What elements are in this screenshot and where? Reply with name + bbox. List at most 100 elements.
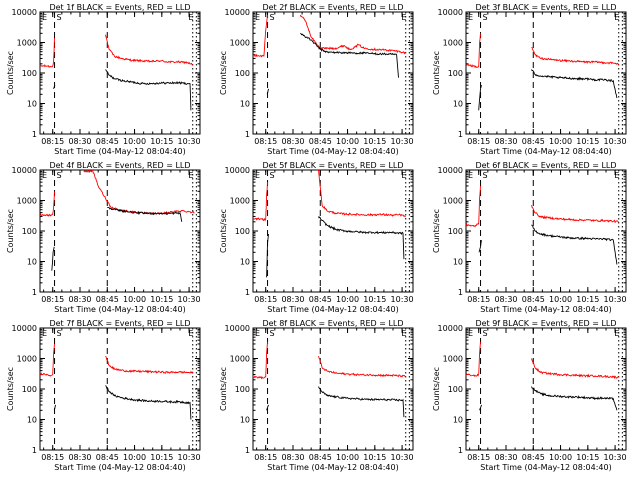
y-tick-label: 10000 xyxy=(12,324,37,333)
x-tick-label: 10:15 xyxy=(150,137,173,146)
y-tick-label: 100 xyxy=(448,69,463,78)
plot-frame xyxy=(39,327,201,451)
y-tick-label: 1000 xyxy=(17,355,37,364)
x-axis-label: Start Time (04-May-12 08:04:40) xyxy=(480,305,611,314)
y-axis-label: Counts/sec xyxy=(6,51,15,95)
x-tick-label: 10:15 xyxy=(150,295,173,304)
events-series-line xyxy=(478,240,482,253)
x-tick-label: 08:45 xyxy=(522,137,545,146)
x-tick-label: 10:15 xyxy=(576,295,599,304)
x-axis-label: Start Time (04-May-12 08:04:40) xyxy=(480,147,611,156)
panel-det-3: 1 10 100 1000 10000 08:15 08:30 08:45 10:00 10:15… xyxy=(432,3,627,156)
panel-det-2: 1 10 100 1000 10000 08:15 08:30 08:45 10:00 10:15… xyxy=(219,3,414,156)
x-tick-label: 08:45 xyxy=(522,295,545,304)
end-marker-label: E xyxy=(188,13,193,22)
y-tick-label: 10 xyxy=(453,100,463,109)
end-marker-label: E xyxy=(255,13,260,22)
start-marker-label: S xyxy=(483,13,488,22)
x-tick-label: 10:00 xyxy=(123,295,146,304)
x-tick-label: 08:30 xyxy=(494,295,517,304)
x-tick-label: 08:15 xyxy=(467,137,490,146)
y-tick-label: 10000 xyxy=(12,166,37,175)
x-tick-label: 10:00 xyxy=(123,137,146,146)
start-marker-label: S xyxy=(483,329,488,338)
x-axis-label: Start Time (04-May-12 08:04:40) xyxy=(480,463,611,472)
x-tick-label: 10:00 xyxy=(549,453,572,462)
y-tick-label: 1000 xyxy=(443,39,463,48)
y-tick-label: 10 xyxy=(240,258,250,267)
lld-series-line xyxy=(252,341,268,380)
y-axis-label: Counts/sec xyxy=(6,367,15,411)
end-marker-label: E xyxy=(401,171,406,180)
lld-series-line xyxy=(39,37,55,68)
plot-frame xyxy=(465,327,627,451)
x-tick-label: 08:30 xyxy=(281,137,304,146)
panel-title: Det 9f BLACK = Events, RED = LLD xyxy=(475,319,616,328)
lld-series-line xyxy=(252,182,268,222)
y-tick-label: 1 xyxy=(245,130,250,139)
y-tick-label: 100 xyxy=(448,385,463,394)
x-tick-label: 08:30 xyxy=(68,137,91,146)
plot-frame xyxy=(252,327,414,451)
x-tick-label: 08:45 xyxy=(96,295,119,304)
x-tick-label: 08:45 xyxy=(522,453,545,462)
start-marker-label: S xyxy=(483,171,488,180)
x-tick-label: 10:00 xyxy=(123,453,146,462)
y-tick-label: 10000 xyxy=(438,324,463,333)
x-tick-label: 10:30 xyxy=(178,453,201,462)
x-tick-label: 08:30 xyxy=(494,453,517,462)
y-tick-label: 10000 xyxy=(225,8,250,17)
start-marker-label: S xyxy=(57,329,62,338)
y-axis-label: Counts/sec xyxy=(6,209,15,253)
x-tick-label: 10:15 xyxy=(576,453,599,462)
events-series-line xyxy=(479,404,482,411)
events-series-line xyxy=(531,224,618,265)
x-tick-label: 10:30 xyxy=(178,295,201,304)
start-marker-label: S xyxy=(270,13,275,22)
end-marker-label: E xyxy=(255,171,260,180)
panel-det-6: 1 10 100 1000 10000 08:15 08:30 08:45 10:00 10:15… xyxy=(432,161,627,314)
y-tick-label: 10 xyxy=(453,258,463,267)
x-tick-label: 10:00 xyxy=(336,295,359,304)
x-tick-label: 08:15 xyxy=(254,137,277,146)
y-tick-label: 100 xyxy=(235,69,250,78)
y-tick-label: 10000 xyxy=(438,8,463,17)
x-tick-label: 08:30 xyxy=(68,295,91,304)
x-tick-label: 08:30 xyxy=(281,453,304,462)
y-tick-label: 1000 xyxy=(230,39,250,48)
panel-det-5: 1 10 100 1000 10000 08:15 08:30 08:45 10:00 10:15… xyxy=(219,161,414,314)
x-tick-label: 10:30 xyxy=(391,453,414,462)
y-tick-label: 1 xyxy=(458,130,463,139)
x-tick-label: 08:15 xyxy=(467,453,490,462)
x-tick-label: 10:00 xyxy=(549,137,572,146)
x-tick-label: 08:15 xyxy=(254,453,277,462)
y-tick-label: 10000 xyxy=(438,166,463,175)
y-tick-label: 1000 xyxy=(443,197,463,206)
x-tick-label: 08:15 xyxy=(254,295,277,304)
panel-title: Det 5f BLACK = Events, RED = LLD xyxy=(262,161,403,170)
x-tick-label: 08:30 xyxy=(494,137,517,146)
lld-series-line xyxy=(39,343,55,377)
y-axis-label: Counts/sec xyxy=(219,209,228,253)
panel-title: Det 2f BLACK = Events, RED = LLD xyxy=(262,3,403,12)
y-tick-label: 1 xyxy=(458,288,463,297)
panel-det-4: 1 10 100 1000 10000 08:15 08:30 08:45 10:00 10:15… xyxy=(6,161,201,314)
events-series-line xyxy=(478,84,482,111)
y-tick-label: 100 xyxy=(235,227,250,236)
events-series-line xyxy=(266,233,269,278)
y-tick-label: 1 xyxy=(245,446,250,455)
x-tick-label: 08:15 xyxy=(41,137,64,146)
end-marker-label: E xyxy=(188,171,193,180)
end-marker-label: E xyxy=(614,329,619,338)
events-series-line xyxy=(107,206,183,222)
x-axis-label: Start Time (04-May-12 08:04:40) xyxy=(54,147,185,156)
x-axis-label: Start Time (04-May-12 08:04:40) xyxy=(54,463,185,472)
x-tick-label: 08:15 xyxy=(41,453,64,462)
x-tick-label: 08:45 xyxy=(96,137,119,146)
panel-det-7: 1 10 100 1000 10000 08:15 08:30 08:45 10:00 10:15… xyxy=(6,319,201,472)
end-marker-label: E xyxy=(42,171,47,180)
y-tick-label: 10 xyxy=(240,416,250,425)
x-tick-label: 10:15 xyxy=(363,295,386,304)
end-marker-label: E xyxy=(468,13,473,22)
end-marker-label: E xyxy=(42,329,47,338)
